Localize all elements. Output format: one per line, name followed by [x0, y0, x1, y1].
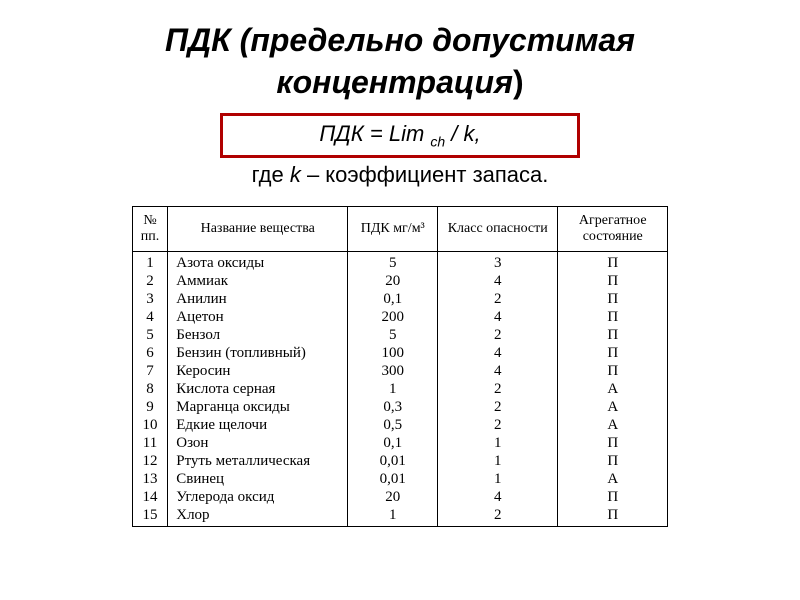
cell-name: Азота оксидыАммиакАнилинАцетонБензолБенз…: [168, 251, 348, 526]
title-line-1: ПДК (предельно допустимая: [40, 20, 760, 62]
col-num: №пп.: [132, 206, 167, 251]
col-klass: Класс опасности: [438, 206, 558, 251]
formula-box: ПДК = Lim ch / k,: [220, 113, 580, 158]
formula-pdk: ПДК = Lim: [319, 121, 430, 146]
desc-rest: – коэффициент запаса.: [301, 162, 549, 187]
formula-sub: ch: [430, 134, 445, 150]
desc-k: k: [290, 162, 301, 187]
formula-desc: где k – коэффициент запаса.: [40, 162, 760, 188]
table-row: 123456789101112131415Азота оксидыАммиакА…: [132, 251, 667, 526]
title-word: концентрация: [276, 64, 513, 100]
table-body: 123456789101112131415Азота оксидыАммиакА…: [132, 251, 667, 526]
formula-after: / k,: [445, 121, 480, 146]
title-line-2: концентрация): [40, 62, 760, 104]
col-state: Агрегатноесостояние: [558, 206, 668, 251]
cell-klass: 342424422211142: [438, 251, 558, 526]
col-pdk: ПДК мг/м³: [348, 206, 438, 251]
col-name: Название вещества: [168, 206, 348, 251]
cell-state: ПППППППАААППАПП: [558, 251, 668, 526]
cell-idx: 123456789101112131415: [132, 251, 167, 526]
table-wrap: №пп. Название вещества ПДК мг/м³ Класс о…: [40, 206, 760, 527]
cell-pdk: 5200,1200510030010,30,50,10,010,01201: [348, 251, 438, 526]
slide-title: ПДК (предельно допустимая концентрация): [40, 20, 760, 103]
desc-prefix: где: [252, 162, 290, 187]
table-header-row: №пп. Название вещества ПДК мг/м³ Класс о…: [132, 206, 667, 251]
formula-line: ПДК = Lim ch / k,: [233, 120, 567, 151]
slide: ПДК (предельно допустимая концентрация) …: [0, 0, 800, 600]
title-paren: ): [513, 64, 524, 100]
pdk-table: №пп. Название вещества ПДК мг/м³ Класс о…: [132, 206, 668, 527]
